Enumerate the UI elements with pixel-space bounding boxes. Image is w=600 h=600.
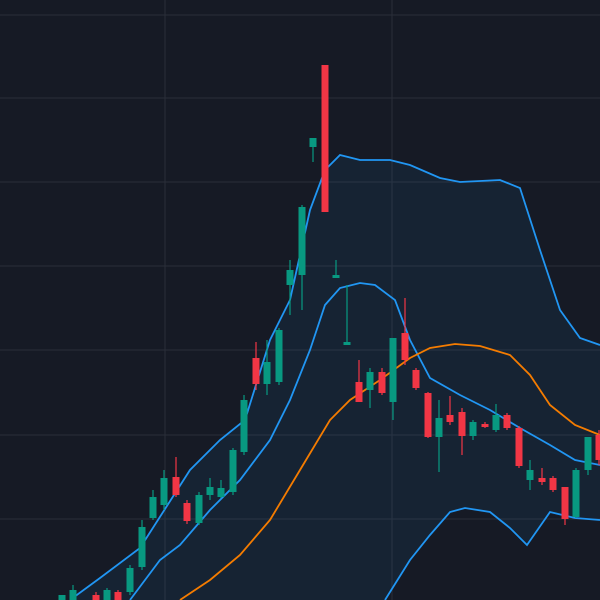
candle-body — [172, 477, 180, 495]
candle-body — [343, 342, 351, 345]
candle-body — [92, 595, 100, 600]
candle-body — [389, 338, 397, 402]
candle-body — [481, 424, 489, 427]
candle-body — [378, 372, 386, 393]
candle-body — [458, 412, 466, 436]
candle-body — [424, 393, 432, 437]
candle-body — [401, 333, 409, 360]
candle-body — [138, 527, 146, 567]
indicator-line — [179, 343, 600, 600]
candle-body — [149, 497, 157, 518]
candle-body — [469, 422, 477, 436]
candle-body — [412, 370, 420, 388]
candle-body — [58, 595, 66, 600]
candle-body — [515, 428, 523, 466]
candle-body — [275, 330, 283, 382]
candle-body — [206, 487, 214, 495]
candle-body — [183, 503, 191, 521]
candle-body — [332, 275, 340, 278]
candle-body — [584, 437, 592, 470]
candle-body — [435, 418, 443, 437]
candle-body — [503, 415, 511, 428]
candle-body — [446, 415, 454, 422]
candle-body — [492, 415, 500, 430]
indicator-line — [69, 154, 600, 600]
candle-body — [561, 487, 569, 519]
candle-body — [240, 400, 248, 452]
candle-body — [549, 478, 557, 490]
candle-body — [195, 495, 203, 523]
candle-body — [160, 478, 168, 505]
candle-body — [229, 450, 237, 492]
candle-body — [114, 592, 122, 600]
candle-body — [103, 590, 111, 600]
band-fill — [70, 155, 600, 600]
candle-body — [595, 435, 600, 460]
candle-body — [126, 568, 134, 592]
candle-body — [538, 478, 546, 482]
candle-body — [366, 372, 374, 390]
candle-body — [217, 488, 225, 497]
indicator-line — [384, 507, 600, 600]
candle-body — [526, 470, 534, 480]
candle-body — [252, 358, 260, 384]
candle-body — [69, 590, 77, 600]
candle-body — [321, 65, 329, 212]
candle-body — [355, 382, 363, 402]
candle-body — [572, 470, 580, 517]
candle-body — [298, 207, 306, 275]
candle-body — [263, 362, 271, 384]
candle-body — [309, 138, 317, 147]
candle-body — [286, 270, 294, 285]
